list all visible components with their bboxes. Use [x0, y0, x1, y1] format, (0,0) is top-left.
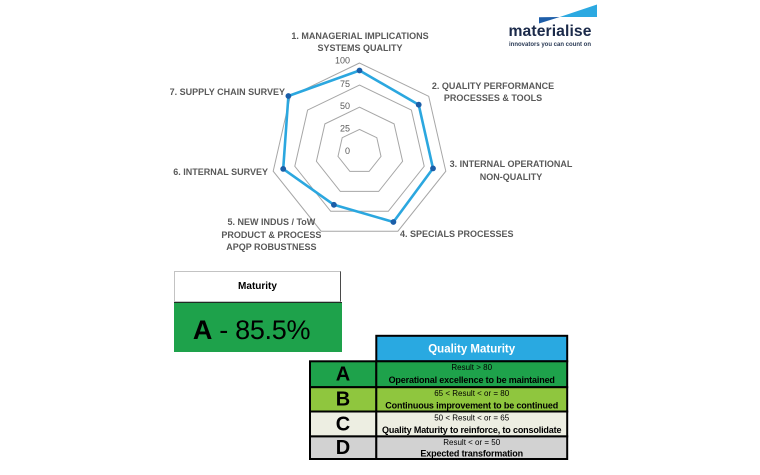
svg-text:50: 50: [340, 101, 350, 111]
svg-text:Continuous improvement to be c: Continuous improvement to be continued: [385, 401, 558, 411]
svg-text:A: A: [336, 363, 350, 385]
svg-text:D: D: [336, 437, 350, 459]
svg-text:100: 100: [335, 56, 350, 66]
svg-text:Quality Maturity: Quality Maturity: [428, 344, 516, 356]
svg-text:Operational excellence to be m: Operational excellence to be maintained: [389, 375, 555, 385]
svg-text:25: 25: [340, 124, 350, 134]
svg-text:Result > 80: Result > 80: [451, 363, 492, 372]
svg-text:C: C: [336, 413, 350, 435]
svg-text:65 < Result < or = 80: 65 < Result < or = 80: [434, 389, 509, 398]
svg-text:75: 75: [340, 79, 350, 89]
svg-text:50 < Result < or = 65: 50 < Result < or = 65: [434, 414, 509, 423]
svg-text:Result < or = 50: Result < or = 50: [443, 438, 500, 447]
svg-text:B: B: [336, 388, 350, 410]
svg-text:0: 0: [345, 146, 350, 156]
svg-text:Expected transformation: Expected transformation: [420, 449, 523, 459]
svg-text:Quality Maturity to reinforce,: Quality Maturity to reinforce, to consol…: [382, 425, 561, 435]
